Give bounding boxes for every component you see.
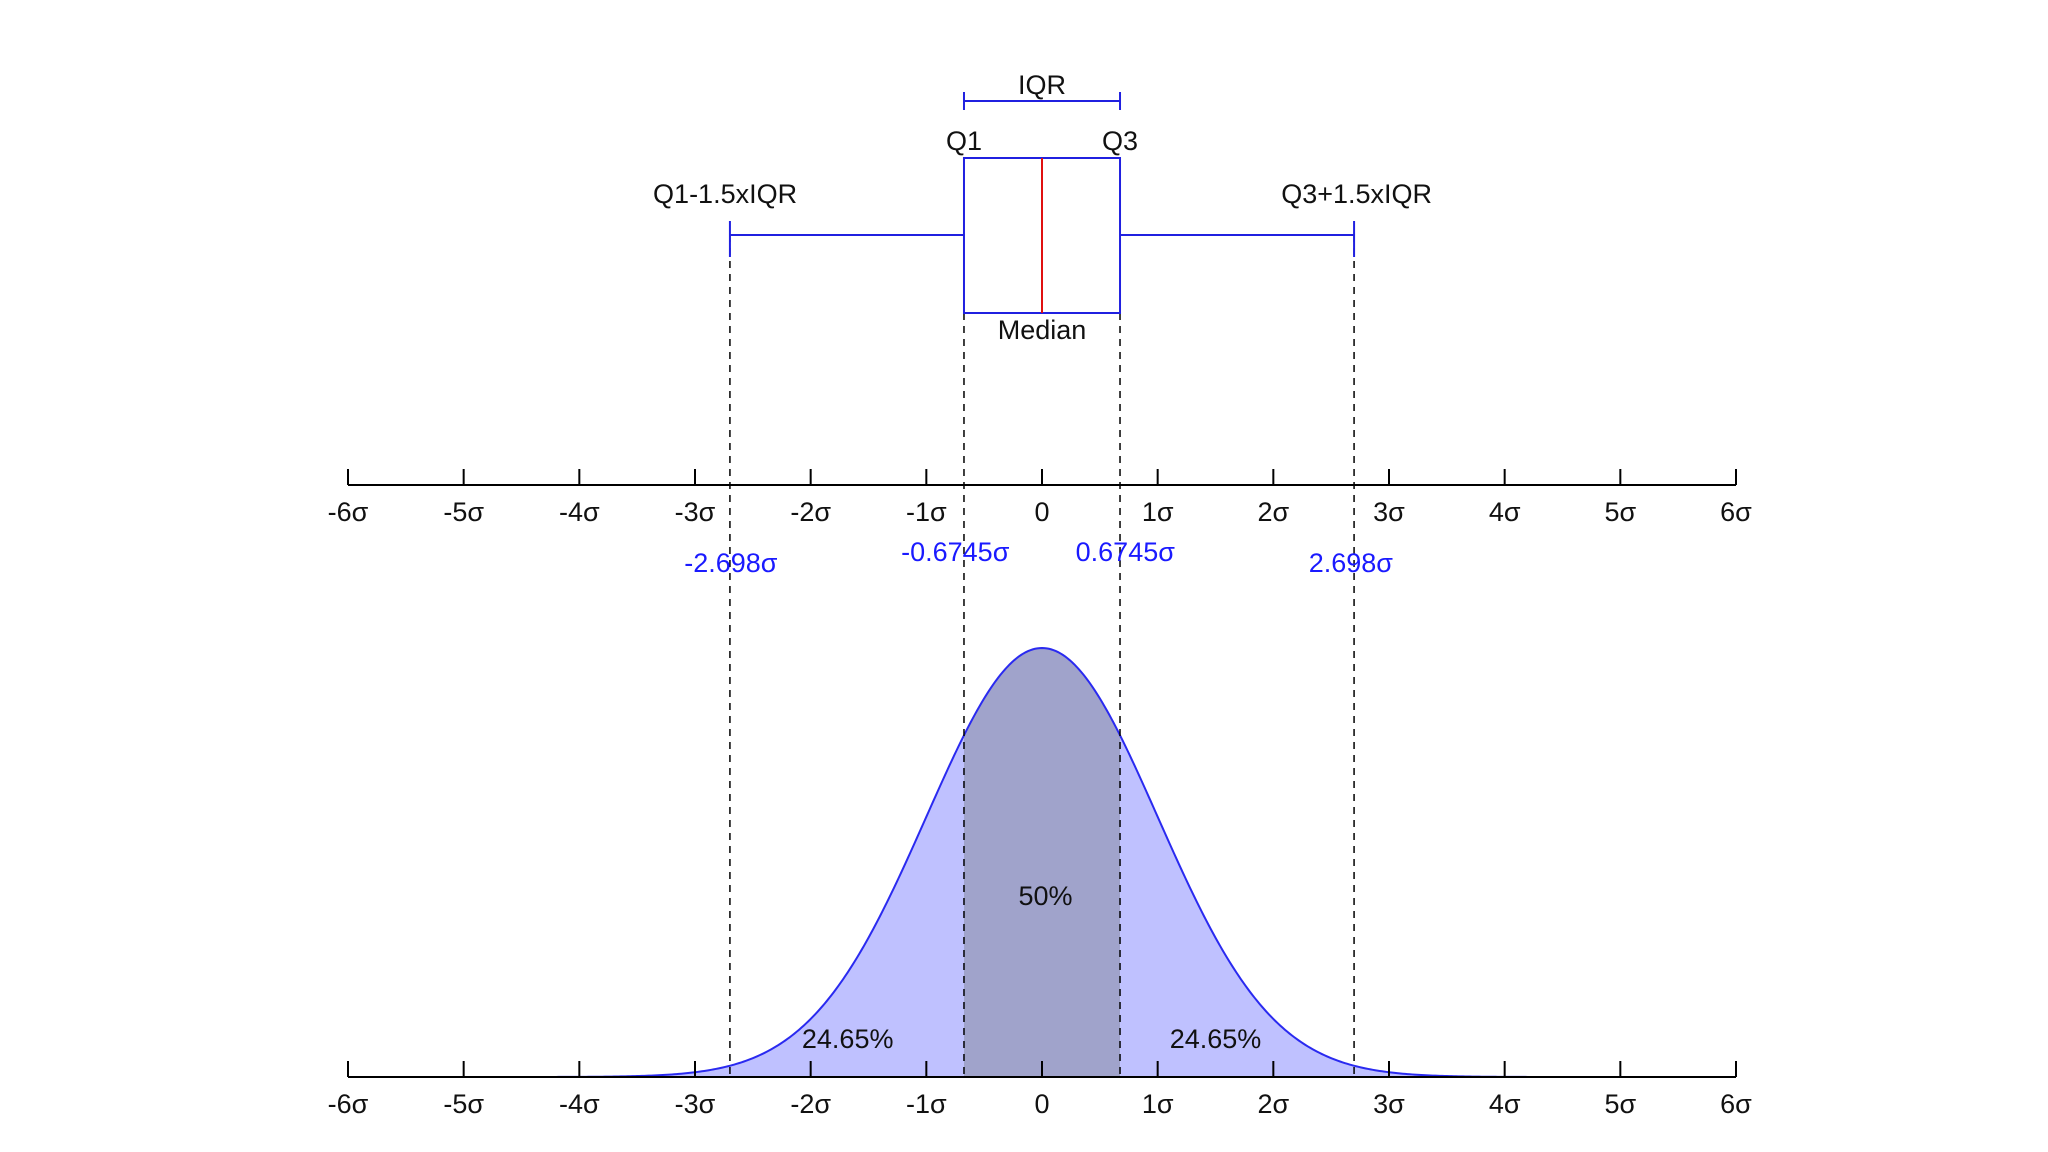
lower-region-percent: 24.65%: [802, 1024, 894, 1054]
upper-region-percent: 24.65%: [1170, 1024, 1262, 1054]
q3-label: Q3: [1102, 126, 1138, 156]
bottom-tick-label: -5σ: [443, 1089, 484, 1119]
bottom-tick-label: 0: [1034, 1089, 1049, 1119]
bottom-tick-label: -1σ: [906, 1089, 947, 1119]
top-tick-label: -6σ: [328, 497, 369, 527]
iqr-region-percent: 50%: [1018, 881, 1072, 911]
top-tick-label: -1σ: [906, 497, 947, 527]
top-tick-label: -4σ: [559, 497, 600, 527]
quantile-labels: -2.698σ -0.6745σ 0.6745σ 2.698σ: [684, 537, 1393, 578]
bottom-tick-label: -2σ: [790, 1089, 831, 1119]
top-tick-label: -2σ: [790, 497, 831, 527]
top-tick-label: 6σ: [1720, 497, 1752, 527]
upper-fence-label: Q3+1.5xIQR: [1281, 179, 1432, 209]
top-tick-label: 0: [1034, 497, 1049, 527]
bottom-tick-label: 6σ: [1720, 1089, 1752, 1119]
bottom-tick-label: 3σ: [1373, 1089, 1405, 1119]
box-plot: IQR Q1 Q3 Q1-1.5xIQR Q3+1.5xIQR Median: [653, 70, 1432, 345]
bottom-tick-label: 5σ: [1604, 1089, 1636, 1119]
top-tick-label: 3σ: [1373, 497, 1405, 527]
top-tick-label: -5σ: [443, 497, 484, 527]
marker-label-q1: -0.6745σ: [901, 537, 1010, 567]
bottom-axis: -6σ -5σ -4σ -3σ -2σ -1σ 0 1σ 2σ 3σ 4σ 5σ 6σ: [328, 1061, 1752, 1119]
bottom-tick-label: -4σ: [559, 1089, 600, 1119]
median-label: Median: [998, 315, 1087, 345]
upper-whisker-region: [1120, 735, 1355, 1077]
guide-lines: [729, 235, 1355, 1077]
top-axis: -6σ -5σ -4σ -3σ -2σ -1σ 0 1σ 2σ 3σ 4σ 5σ 6σ: [328, 469, 1752, 527]
lower-whisker-region: [729, 735, 964, 1077]
bottom-tick-label: 4σ: [1489, 1089, 1521, 1119]
bottom-tick-label: -6σ: [328, 1089, 369, 1119]
marker-label-q3: 0.6745σ: [1076, 537, 1176, 567]
top-tick-label: -3σ: [675, 497, 716, 527]
top-tick-label: 2σ: [1257, 497, 1289, 527]
top-tick-label: 5σ: [1604, 497, 1636, 527]
left-tail-area: [348, 1065, 730, 1077]
interquartile-region: [963, 648, 1121, 1077]
top-tick-label: 1σ: [1142, 497, 1174, 527]
density-plot: 24.65% 50% 24.65%: [348, 646, 1736, 1078]
top-tick-label: 4σ: [1489, 497, 1521, 527]
q1-label: Q1: [946, 126, 982, 156]
marker-label-lower-fence: -2.698σ: [684, 548, 778, 578]
right-tail-area: [1354, 1065, 1736, 1077]
iqr-label: IQR: [1018, 70, 1066, 100]
bottom-tick-label: 2σ: [1257, 1089, 1289, 1119]
bottom-tick-label: -3σ: [675, 1089, 716, 1119]
lower-fence-label: Q1-1.5xIQR: [653, 179, 797, 209]
bottom-tick-label: 1σ: [1142, 1089, 1174, 1119]
marker-label-upper-fence: 2.698σ: [1309, 548, 1394, 578]
